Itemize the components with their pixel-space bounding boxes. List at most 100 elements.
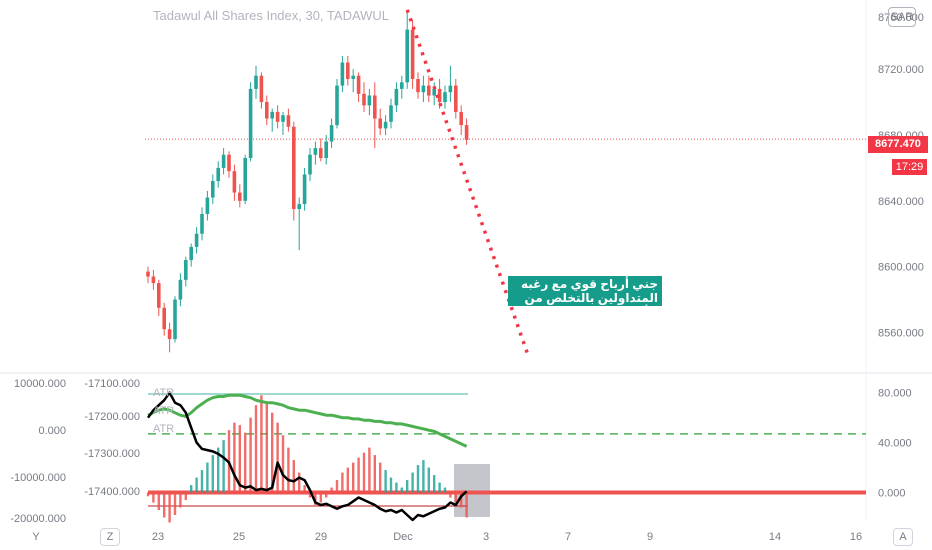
candle[interactable] xyxy=(146,266,150,284)
currency-button[interactable]: SAR xyxy=(888,7,916,27)
candle[interactable] xyxy=(248,82,253,162)
histogram-bar xyxy=(195,477,198,493)
candle[interactable] xyxy=(416,72,420,99)
candle[interactable] xyxy=(313,141,318,165)
candle[interactable] xyxy=(162,302,166,336)
trend-line[interactable] xyxy=(405,9,530,356)
candle[interactable] xyxy=(346,55,350,86)
candle[interactable] xyxy=(405,9,409,89)
candle[interactable] xyxy=(238,184,242,208)
indicator-left-outer-tick: 10000.000 xyxy=(14,378,66,390)
candle[interactable] xyxy=(216,161,220,188)
candle-body xyxy=(238,192,242,201)
indicator-series-line[interactable] xyxy=(146,391,468,522)
candle-body xyxy=(178,279,183,300)
histogram-bar xyxy=(443,487,447,493)
session-highlight xyxy=(454,464,490,517)
candle[interactable] xyxy=(410,19,415,89)
candle[interactable] xyxy=(373,82,377,149)
histogram-bar xyxy=(168,492,171,523)
candle[interactable] xyxy=(367,88,372,116)
zoom-button[interactable]: Z xyxy=(100,528,120,546)
candle-body xyxy=(427,85,431,96)
candle[interactable] xyxy=(286,108,291,132)
candle[interactable] xyxy=(308,148,312,182)
candle[interactable] xyxy=(173,296,177,343)
candle[interactable] xyxy=(189,243,193,267)
candle[interactable] xyxy=(459,105,463,135)
candle[interactable] xyxy=(297,197,301,251)
candle[interactable] xyxy=(340,55,345,93)
candle-body xyxy=(265,102,269,119)
candle-body xyxy=(448,85,453,93)
indicator-left-inner-tick: -17100.000 xyxy=(84,378,140,390)
histogram-bar xyxy=(395,482,398,493)
candle-body xyxy=(173,299,177,340)
candle[interactable] xyxy=(335,79,339,129)
candle[interactable] xyxy=(394,82,399,112)
candle[interactable] xyxy=(211,174,215,205)
histogram-bar xyxy=(298,472,301,493)
histogram-bar xyxy=(200,470,204,493)
candle[interactable] xyxy=(356,72,361,103)
candle[interactable] xyxy=(221,148,226,175)
indicator-right-axis-tick: 0.000 xyxy=(878,488,906,500)
candle[interactable] xyxy=(400,75,404,99)
candle[interactable] xyxy=(243,154,247,205)
candle[interactable] xyxy=(324,134,328,165)
candle-body xyxy=(373,95,377,119)
candle-body xyxy=(394,88,399,106)
histogram-bar xyxy=(238,425,241,493)
candle[interactable] xyxy=(254,65,258,99)
candle[interactable] xyxy=(281,111,285,135)
candle[interactable] xyxy=(319,138,323,162)
candle[interactable] xyxy=(448,65,453,103)
candle[interactable] xyxy=(351,69,355,93)
candle[interactable] xyxy=(167,322,172,353)
candle[interactable] xyxy=(270,108,274,132)
y-scale-button[interactable]: Y xyxy=(32,531,40,543)
candle-body xyxy=(313,148,318,155)
candle[interactable] xyxy=(275,105,280,129)
candle[interactable] xyxy=(259,72,264,109)
candle[interactable] xyxy=(329,118,334,149)
candle[interactable] xyxy=(292,121,296,221)
candle[interactable] xyxy=(378,108,382,135)
candle[interactable] xyxy=(432,82,436,106)
candle[interactable] xyxy=(383,115,388,135)
candle-body xyxy=(167,329,172,340)
histogram-bar xyxy=(373,455,376,493)
auto-scale-button[interactable]: A xyxy=(893,528,913,546)
candle-body xyxy=(351,75,355,80)
candle[interactable] xyxy=(151,269,156,290)
candle[interactable] xyxy=(194,227,199,254)
candle[interactable] xyxy=(184,256,188,287)
candle[interactable] xyxy=(265,95,269,126)
candle[interactable] xyxy=(443,85,447,109)
indicator-series-line[interactable] xyxy=(147,393,468,448)
histogram-bar xyxy=(325,492,328,498)
candle-body xyxy=(319,148,323,159)
candle[interactable] xyxy=(232,164,237,201)
histogram-bar xyxy=(249,417,252,493)
candle[interactable] xyxy=(454,79,458,119)
histogram-bar xyxy=(265,402,268,493)
candle[interactable] xyxy=(302,167,307,211)
candle[interactable] xyxy=(200,207,204,241)
candle[interactable] xyxy=(362,82,366,112)
candle[interactable] xyxy=(178,273,183,307)
candle[interactable] xyxy=(464,118,469,145)
chart-annotation[interactable]: جني أرباح قوي مع رغبه المتداولين بالتخلص… xyxy=(508,276,662,319)
candle-body xyxy=(400,82,404,89)
candle[interactable] xyxy=(427,75,431,103)
histogram-bar xyxy=(465,492,468,518)
histogram-bar xyxy=(217,447,220,493)
candle[interactable] xyxy=(157,279,161,317)
candle[interactable] xyxy=(421,75,426,103)
candle[interactable] xyxy=(205,190,210,221)
candle-body xyxy=(459,111,463,126)
candle[interactable] xyxy=(389,98,393,129)
candle-body xyxy=(216,167,220,182)
candle[interactable] xyxy=(227,151,231,178)
